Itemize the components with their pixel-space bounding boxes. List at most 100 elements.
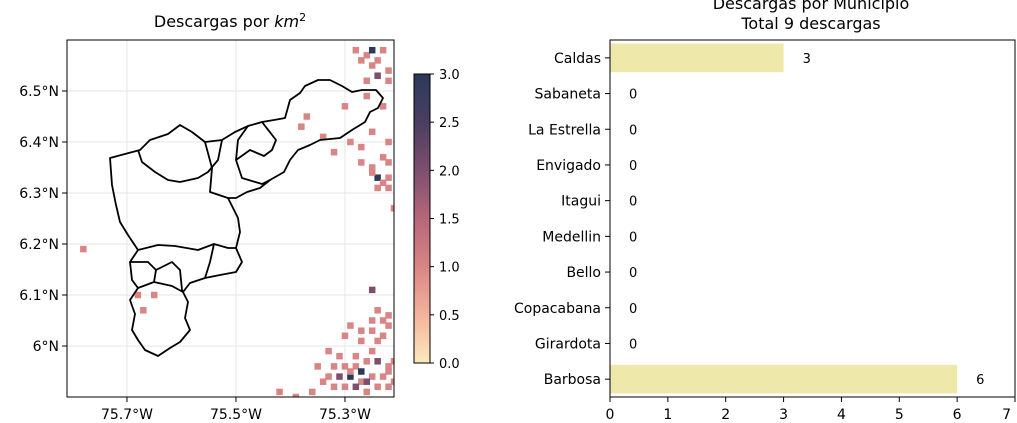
map-density-cell [319, 133, 327, 141]
map-density-cell [368, 317, 376, 324]
map-density-cell [150, 291, 158, 299]
map-density-cell [379, 317, 387, 324]
map-density-cell [134, 291, 142, 299]
map-density-cell [363, 77, 370, 85]
map-title-sup: 2 [299, 11, 306, 24]
map-density-cell [363, 92, 370, 100]
colorbar [413, 73, 431, 364]
map-density-cell [358, 378, 365, 385]
map-density-cell [385, 368, 392, 375]
bar-x-tick-label: 3 [779, 407, 788, 423]
map-density-cell [363, 388, 370, 396]
map-gridlines [67, 40, 394, 397]
bar [610, 364, 958, 394]
map-density-cell [352, 352, 360, 360]
bar-category-label: Sabaneta [535, 87, 602, 103]
bar-value-label: 6 [976, 373, 984, 388]
bar-x-tick-label: 1 [663, 407, 672, 423]
colorbar-tick-label: 2.5 [439, 116, 460, 131]
map-density-cell [390, 205, 394, 212]
bar-title: Descargas por Municipio [713, 0, 910, 13]
bar-category-label: Barbosa [544, 372, 601, 388]
map-density-cell [298, 123, 305, 130]
map-title-text: Descargas por [154, 12, 274, 31]
colorbar-tick-label: 3.0 [439, 68, 460, 83]
bar-category-labels: Caldas Sabaneta La Estrella Envigado Itagui M… [514, 51, 610, 388]
map-density-cell [363, 52, 370, 59]
map-density-cell [368, 169, 376, 176]
bar-category-label: Caldas [554, 51, 601, 67]
map-panel: Descargas por km2 75.7°W 75.5°W 75.3°W 6°N 6… [19, 11, 459, 423]
map-density-cell [385, 67, 392, 74]
map-y-tick-label: 6.3°N [19, 186, 59, 202]
bar-value-labels: 3 0 0 0 0 0 0 0 0 6 [629, 52, 984, 388]
bar-value-label: 0 [629, 337, 637, 352]
bar-x-tick-label: 5 [895, 407, 904, 423]
map-density-cell [347, 368, 354, 375]
map-density-cell [374, 337, 381, 345]
map-density-cell [379, 373, 387, 380]
bar-category-label: Copacabana [514, 301, 601, 317]
map-density-cell [309, 388, 316, 396]
map-density-cell [358, 337, 365, 345]
boundary-bello [137, 139, 223, 183]
bar-category-label: La Estrella [528, 122, 601, 138]
map-density-cell [390, 378, 394, 385]
map-density-cell [341, 332, 349, 340]
map-y-tick-label: 6.1°N [19, 288, 59, 304]
map-density-cell [341, 383, 349, 391]
bar [610, 43, 784, 73]
map-density-cell [363, 358, 370, 365]
map-density-cell [352, 383, 360, 391]
map-density-cell [325, 373, 332, 380]
map-density-cell [276, 388, 283, 396]
map-density-cell [358, 143, 365, 151]
colorbar-tick-label: 2.0 [439, 164, 460, 179]
map-density-cell [368, 128, 376, 136]
bar-x-ticks: 0 1 2 3 4 5 6 7 [606, 397, 1016, 423]
bar-frame [609, 39, 1016, 398]
map-density-cell [379, 332, 387, 340]
boundary-itagui [130, 261, 157, 289]
colorbar-tick-label: 1.5 [439, 213, 460, 228]
colorbar-ticks: 0.0 0.5 1.0 1.5 2.0 2.5 3.0 [430, 68, 460, 372]
map-y-tick-label: 6.4°N [19, 135, 59, 151]
map-density-cell [336, 373, 343, 380]
map-density-cell [368, 347, 376, 355]
map-density-cell [341, 363, 349, 370]
map-density-cell [368, 46, 376, 54]
bar-x-tick-label: 6 [953, 407, 962, 423]
boundary-la-estrella [153, 281, 184, 293]
map-density-cell [385, 322, 392, 329]
bar-x-tick-label: 4 [837, 407, 846, 423]
map-density-cell [379, 103, 387, 110]
map-density-cell [368, 286, 376, 294]
map-density-cell [379, 154, 387, 161]
bar-value-label: 3 [803, 52, 811, 67]
map-density-cell [385, 383, 392, 391]
map-density-cell [374, 72, 381, 79]
bar-category-label: Itagui [561, 194, 601, 210]
map-density-cell [368, 373, 376, 380]
colorbar-tick-label: 0.0 [439, 357, 460, 372]
map-density-cell [319, 378, 327, 385]
map-density-cell [347, 373, 354, 380]
map-density-cell [347, 138, 354, 146]
colorbar-tick-label: 0.5 [439, 309, 460, 324]
map-tick-labels: 75.7°W 75.5°W 75.3°W 6°N 6.1°N 6.2°N 6.3°N 6.4°… [19, 84, 371, 423]
map-density-cell [374, 174, 381, 181]
map-density-cell [336, 352, 343, 360]
map-density-cell [374, 307, 381, 314]
bar-x-tick-label: 7 [1002, 407, 1011, 423]
map-density-cell [374, 184, 381, 192]
map-density-cell [368, 164, 376, 171]
map-density-cell [358, 57, 365, 64]
map-y-tick-label: 6.5°N [19, 84, 59, 100]
bar-value-label: 0 [629, 302, 637, 317]
map-density-cell [358, 327, 365, 334]
map-density-cell [341, 103, 349, 110]
map-density-cell [358, 159, 365, 166]
map-density-cell [385, 184, 392, 192]
boundary-sabaneta [155, 261, 184, 293]
map-density-cell [379, 179, 387, 187]
